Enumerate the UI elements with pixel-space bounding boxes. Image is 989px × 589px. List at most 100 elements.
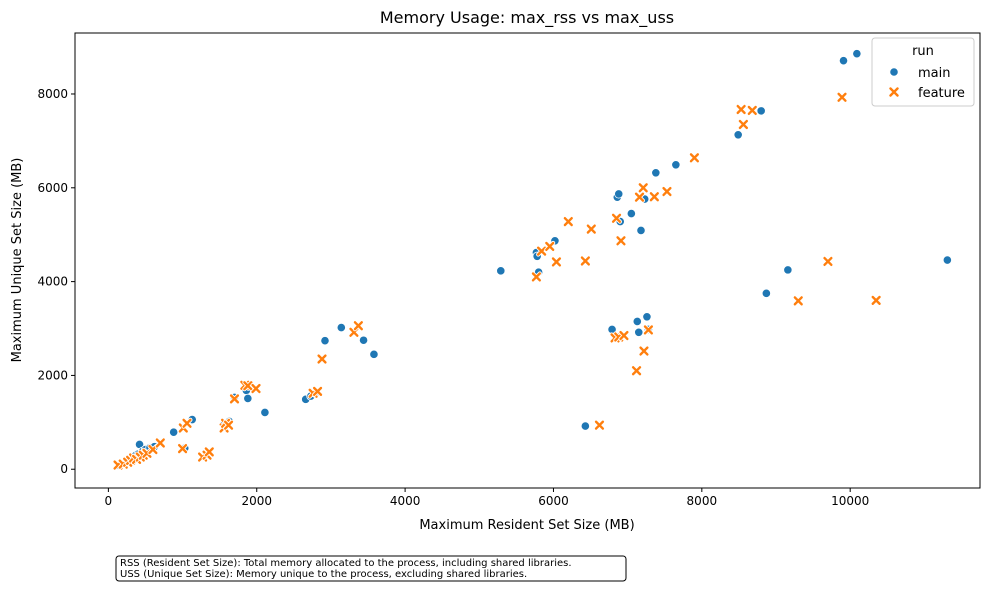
x-tick-label: 10000: [831, 494, 869, 508]
point-main: [942, 255, 952, 265]
point-feature: [870, 294, 882, 306]
point-feature: [822, 255, 834, 267]
point-main: [496, 266, 506, 276]
point-feature: [530, 271, 542, 283]
legend-label-main: main: [918, 66, 950, 81]
point-main: [636, 225, 646, 236]
point-feature: [316, 353, 328, 365]
point-feature-mark: [738, 119, 748, 130]
point-feature: [792, 295, 804, 307]
point-main: [614, 189, 624, 199]
plot-frame: [74, 32, 981, 489]
annotation-frame: [115, 555, 627, 582]
point-feature-mark: [317, 354, 327, 364]
point-feature-mark: [619, 330, 629, 341]
point-feature-mark: [545, 241, 555, 252]
point-main: [634, 327, 644, 337]
point-feature: [615, 235, 627, 247]
x-tick-label: 0: [105, 494, 113, 508]
point-feature: [637, 182, 649, 194]
point-feature-mark: [563, 216, 573, 227]
point-main: [671, 160, 681, 170]
annotation-line-rss: RSS (Resident Set Size): Total memory al…: [120, 558, 572, 569]
legend-title: run: [912, 44, 934, 59]
y-axis-label: Maximum Unique Set Size (MB): [10, 158, 25, 363]
point-feature: [181, 417, 193, 429]
point-feature: [562, 216, 574, 228]
point-feature: [648, 191, 660, 203]
point-feature: [638, 345, 650, 357]
point-feature-mark: [551, 257, 562, 267]
point-feature-mark: [638, 183, 648, 193]
point-feature: [618, 330, 630, 342]
point-main: [733, 130, 743, 140]
point-feature: [746, 104, 758, 116]
x-axis-label: Maximum Resident Set Size (MB): [419, 518, 634, 533]
point-feature-mark: [586, 224, 596, 234]
point-feature-mark: [793, 296, 803, 306]
y-tick-label: 8000: [37, 87, 68, 101]
y-axis: 0 2000 4000 6000 8000: [37, 87, 75, 476]
point-feature: [631, 365, 643, 377]
x-tick-label: 8000: [687, 494, 718, 508]
chart-title: Memory Usage: max_rss vs max_uss: [380, 8, 674, 28]
point-feature-mark: [634, 192, 645, 202]
point-feature-mark: [837, 92, 847, 102]
point-main: [358, 335, 369, 345]
point-main: [243, 393, 253, 404]
x-tick-label: 4000: [390, 494, 421, 508]
point-feature-mark: [243, 381, 253, 391]
point-feature-mark: [871, 295, 881, 305]
point-feature: [634, 191, 646, 203]
y-tick-label: 6000: [37, 181, 68, 195]
point-main: [783, 265, 793, 275]
point-feature: [836, 91, 848, 103]
point-feature-mark: [155, 438, 165, 448]
point-feature-mark: [631, 366, 642, 376]
legend-marker-feature-inner: [889, 87, 899, 97]
point-feature-mark: [531, 272, 542, 282]
point-feature-mark: [204, 447, 214, 457]
point-feature: [735, 103, 747, 115]
point-feature: [661, 186, 673, 198]
legend: run main feature: [871, 37, 975, 107]
x-tick-label: 6000: [538, 494, 569, 508]
point-feature: [585, 223, 597, 235]
point-feature-mark: [662, 186, 672, 197]
y-tick-label: 4000: [37, 275, 68, 289]
point-feature: [154, 437, 166, 449]
legend-marker-main: [889, 67, 899, 77]
point-main: [369, 349, 379, 359]
annotation-box: RSS (Resident Set Size): Total memory al…: [115, 555, 627, 582]
point-feature-mark: [649, 192, 659, 202]
point-feature-mark: [353, 321, 363, 331]
point-main: [320, 336, 330, 346]
point-feature: [611, 212, 623, 224]
point-feature-mark: [580, 256, 590, 266]
x-tick-label: 2000: [241, 494, 272, 508]
point-feature: [737, 118, 749, 130]
point-main: [632, 316, 642, 327]
point-feature-mark: [229, 394, 240, 404]
point-feature: [550, 256, 562, 268]
y-tick-label: 2000: [37, 368, 68, 382]
point-feature: [312, 385, 324, 397]
point-main: [761, 288, 771, 298]
point-feature-mark: [251, 383, 261, 394]
point-feature: [228, 393, 240, 405]
point-feature-mark: [616, 236, 626, 246]
point-feature-mark: [747, 105, 757, 115]
point-feature-mark: [177, 443, 188, 454]
point-feature-mark: [223, 420, 234, 430]
point-feature: [688, 152, 700, 164]
annotation-line-uss: USS (Unique Set Size): Memory unique to …: [120, 569, 527, 580]
point-main: [169, 427, 179, 437]
point-feature: [242, 380, 254, 392]
point-feature-mark: [689, 153, 700, 163]
x-axis: 0 2000 4000 6000 8000 10000: [105, 488, 869, 508]
point-feature-mark: [536, 246, 547, 256]
point-feature: [544, 240, 556, 252]
point-feature-mark: [643, 325, 654, 335]
point-feature: [250, 383, 262, 395]
